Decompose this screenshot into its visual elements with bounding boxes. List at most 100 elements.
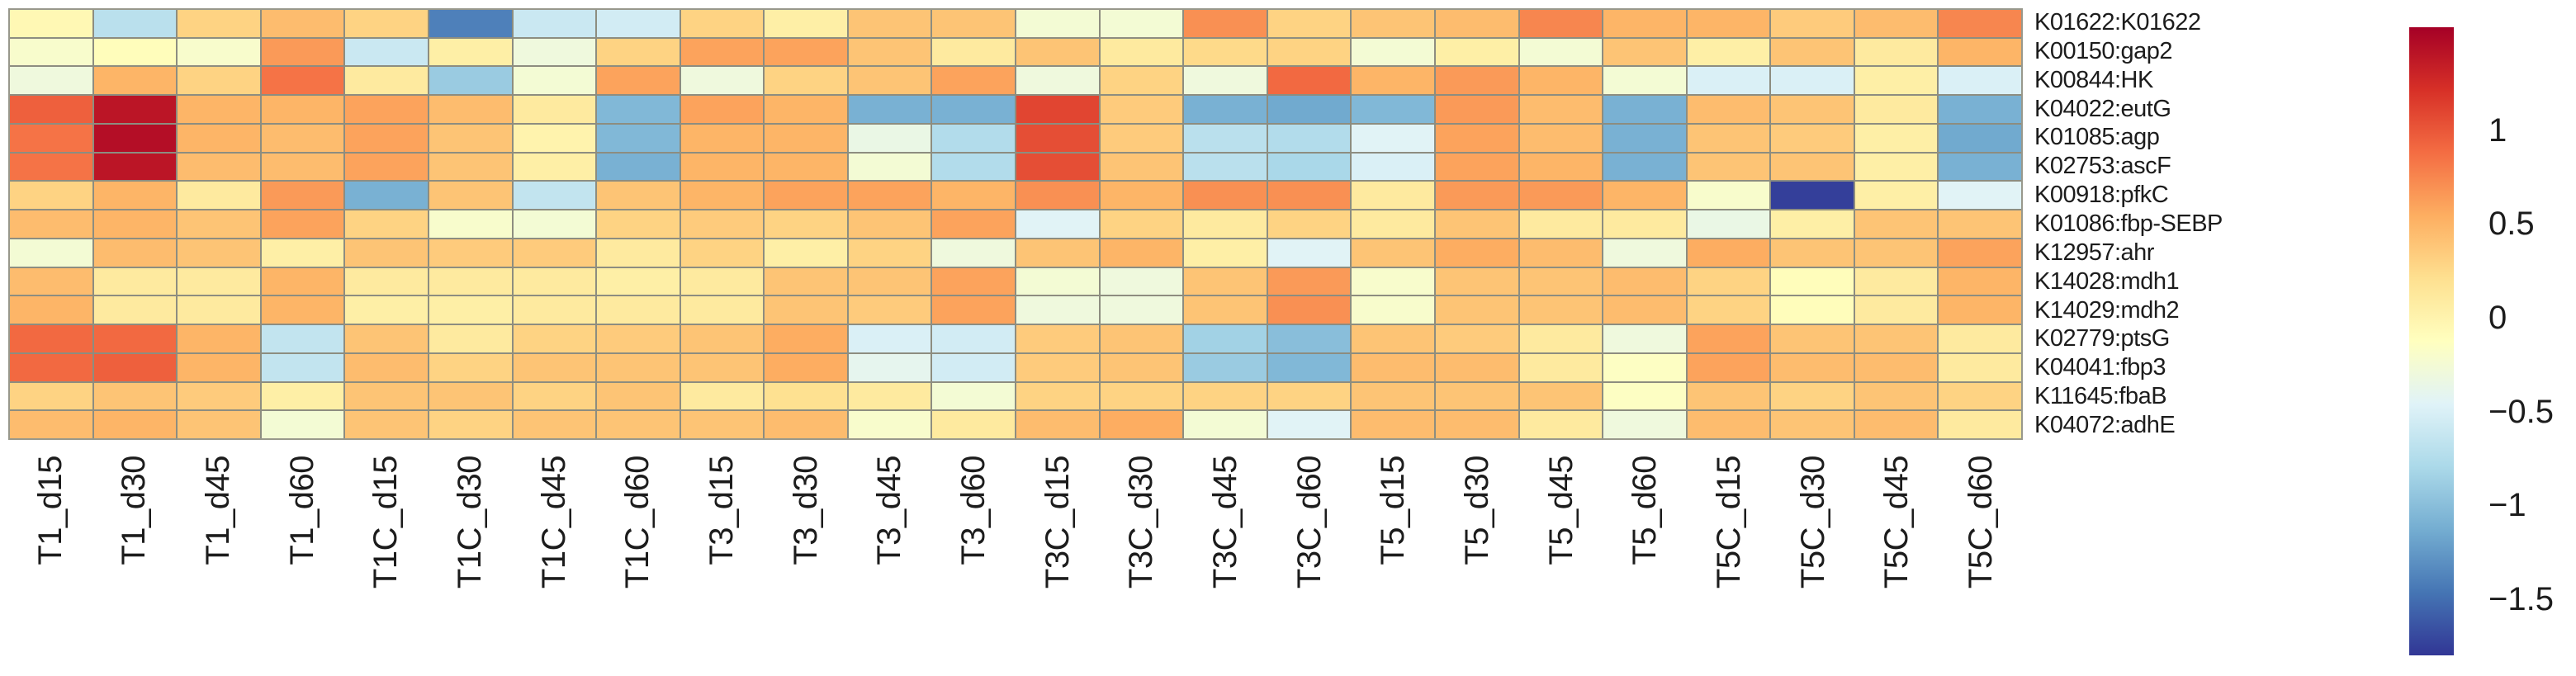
heatmap-cell xyxy=(513,38,596,66)
heatmap-cell xyxy=(93,353,177,381)
heatmap-cell xyxy=(1687,210,1770,238)
heatmap-cell xyxy=(1016,153,1099,181)
heatmap-cell xyxy=(513,382,596,410)
heatmap-cell xyxy=(513,296,596,324)
column-labels: T1_d15 T1_d30 T1_d45 T1_d60 T1C_d15 T1C_d30 T1… xyxy=(8,456,2023,662)
heatmap-cell xyxy=(1939,96,2021,123)
column-label: T1_d15 xyxy=(31,456,69,565)
heatmap-cell xyxy=(93,325,177,352)
heatmap-cell xyxy=(1854,182,1938,210)
heatmap-cell xyxy=(429,96,512,123)
heatmap-cell xyxy=(1771,325,1854,352)
heatmap-cell xyxy=(1352,67,1434,95)
heatmap-cell xyxy=(1100,411,1183,438)
heatmap-cell xyxy=(1100,210,1183,238)
heatmap-cell xyxy=(178,267,260,295)
colorbar-tick-labels: 1 0.5 0 −0.5 −1 −1.5 xyxy=(2488,27,2576,655)
heatmap-cell xyxy=(597,153,680,181)
column-label-cell: T3_d45 xyxy=(848,456,932,662)
heatmap-cell xyxy=(93,153,177,181)
heatmap-cell xyxy=(1771,67,1854,95)
heatmap-cell xyxy=(1939,210,2021,238)
heatmap-cell xyxy=(1100,239,1183,267)
heatmap-cell xyxy=(1939,153,2021,181)
heatmap-cell xyxy=(345,67,428,95)
heatmap-cell xyxy=(1603,210,1686,238)
heatmap-cell xyxy=(261,210,344,238)
colorbar-tick-label: −1 xyxy=(2488,487,2526,524)
column-label-cell: T3C_d30 xyxy=(1100,456,1184,662)
heatmap-cell xyxy=(429,325,512,352)
heatmap-cell xyxy=(178,296,260,324)
heatmap-cell xyxy=(1687,325,1770,352)
heatmap-cell xyxy=(261,267,344,295)
heatmap-cell xyxy=(178,182,260,210)
heatmap-cell xyxy=(1100,382,1183,410)
heatmap-cell xyxy=(1267,38,1351,66)
heatmap-cell xyxy=(932,267,1015,295)
row-labels: K01622:K01622 K00150:gap2 K00844:HK K04022:… xyxy=(2034,8,2406,440)
heatmap-cell xyxy=(345,296,428,324)
row-label: K00844:HK xyxy=(2034,66,2153,93)
heatmap-cell xyxy=(1016,38,1099,66)
heatmap-cell xyxy=(1267,67,1351,95)
heatmap-cell xyxy=(261,124,344,152)
heatmap-cell xyxy=(429,267,512,295)
heatmap-cell xyxy=(1687,10,1770,37)
heatmap-cell xyxy=(765,411,847,438)
heatmap-cell xyxy=(345,267,428,295)
heatmap-cell xyxy=(597,38,680,66)
heatmap-cell xyxy=(680,296,764,324)
heatmap-cell xyxy=(848,411,931,438)
heatmap-cell xyxy=(1184,353,1267,381)
heatmap-cell xyxy=(765,38,847,66)
heatmap-cell xyxy=(10,124,92,152)
heatmap-cell xyxy=(680,96,764,123)
heatmap-cell xyxy=(10,296,92,324)
heatmap-cell xyxy=(848,96,931,123)
heatmap-cell xyxy=(1854,239,1938,267)
heatmap-cell xyxy=(1771,182,1854,210)
heatmap-cell xyxy=(1016,10,1099,37)
column-label: T3C_d30 xyxy=(1123,456,1160,589)
column-label-cell: T5_d15 xyxy=(1352,456,1436,662)
column-label-cell: T1_d60 xyxy=(260,456,344,662)
heatmap-cell xyxy=(1603,182,1686,210)
heatmap-cell xyxy=(680,267,764,295)
heatmap-cell xyxy=(261,67,344,95)
heatmap-cell xyxy=(1184,10,1267,37)
column-label: T1C_d15 xyxy=(367,456,405,589)
heatmap-cell xyxy=(10,38,92,66)
heatmap-cell xyxy=(1184,325,1267,352)
heatmap-cell xyxy=(261,96,344,123)
heatmap-cell xyxy=(1100,325,1183,352)
heatmap-cell xyxy=(597,353,680,381)
heatmap-cell xyxy=(1016,124,1099,152)
heatmap-cell xyxy=(680,67,764,95)
heatmap-cell xyxy=(1184,267,1267,295)
heatmap-cell xyxy=(1687,411,1770,438)
heatmap-cell xyxy=(429,10,512,37)
heatmap-cell xyxy=(1184,382,1267,410)
heatmap-cell xyxy=(1100,124,1183,152)
heatmap-cell xyxy=(513,96,596,123)
heatmap-cell xyxy=(1352,411,1434,438)
heatmap-cell xyxy=(1352,153,1434,181)
heatmap-cell xyxy=(597,325,680,352)
heatmap-cell xyxy=(932,382,1015,410)
heatmap-cell xyxy=(1771,239,1854,267)
column-label-cell: T3C_d15 xyxy=(1016,456,1100,662)
heatmap-cell xyxy=(1267,182,1351,210)
heatmap-cell xyxy=(1854,210,1938,238)
heatmap-cell xyxy=(765,10,847,37)
heatmap-cell xyxy=(1687,38,1770,66)
heatmap-cell xyxy=(1184,124,1267,152)
heatmap-cell xyxy=(178,153,260,181)
heatmap-cell xyxy=(932,411,1015,438)
heatmap-cell xyxy=(1519,182,1603,210)
heatmap-cell xyxy=(1435,67,1518,95)
column-label: T1_d30 xyxy=(116,456,153,565)
heatmap-cell xyxy=(1939,353,2021,381)
heatmap-cell xyxy=(429,353,512,381)
heatmap-cell xyxy=(345,10,428,37)
